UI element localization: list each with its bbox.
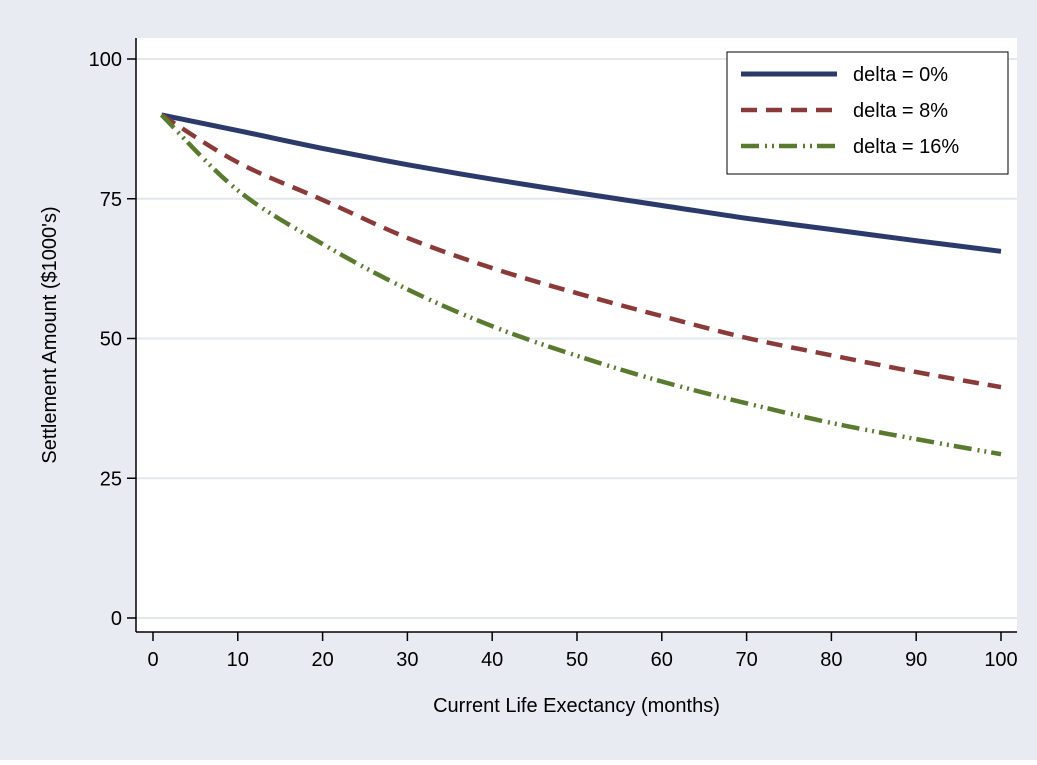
x-tick-label-20: 20 bbox=[311, 649, 333, 671]
x-tick-label-70: 70 bbox=[735, 649, 757, 671]
series-line-2 bbox=[159, 113, 1002, 457]
legend: delta = 0% delta = 8% delta = 16% bbox=[726, 51, 1009, 175]
series-lines bbox=[159, 112, 1002, 457]
legend-label-delta-8: delta = 8% bbox=[853, 100, 948, 122]
x-tick-label-0: 0 bbox=[147, 649, 158, 671]
y-axis-title: Settlement Amount ($1000's) bbox=[39, 206, 61, 463]
series-line-0 bbox=[160, 112, 1002, 254]
x-tick-label-50: 50 bbox=[566, 649, 588, 671]
x-tick-label-30: 30 bbox=[396, 649, 418, 671]
x-tick-label-90: 90 bbox=[905, 649, 927, 671]
x-axis-title: Current Life Exectancy (months) bbox=[433, 695, 720, 717]
x-tick-label-100: 100 bbox=[984, 649, 1017, 671]
y-tick-label-0: 0 bbox=[111, 608, 122, 630]
x-tick-label-40: 40 bbox=[481, 649, 503, 671]
tick-labels: 0 25 50 75 100 0 10 20 30 40 50 60 70 80 90 100 bbox=[89, 49, 1018, 671]
series-line-1 bbox=[160, 112, 1002, 390]
x-tick-label-10: 10 bbox=[227, 649, 249, 671]
legend-label-delta-16: delta = 16% bbox=[853, 136, 959, 158]
axes bbox=[127, 38, 1017, 641]
y-tick-label-75: 75 bbox=[100, 189, 122, 211]
legend-label-delta-0: delta = 0% bbox=[853, 64, 948, 86]
y-tick-label-25: 25 bbox=[100, 468, 122, 490]
y-tick-label-100: 100 bbox=[89, 49, 122, 71]
y-tick-label-50: 50 bbox=[100, 329, 122, 351]
x-tick-label-80: 80 bbox=[820, 649, 842, 671]
x-tick-label-60: 60 bbox=[651, 649, 673, 671]
